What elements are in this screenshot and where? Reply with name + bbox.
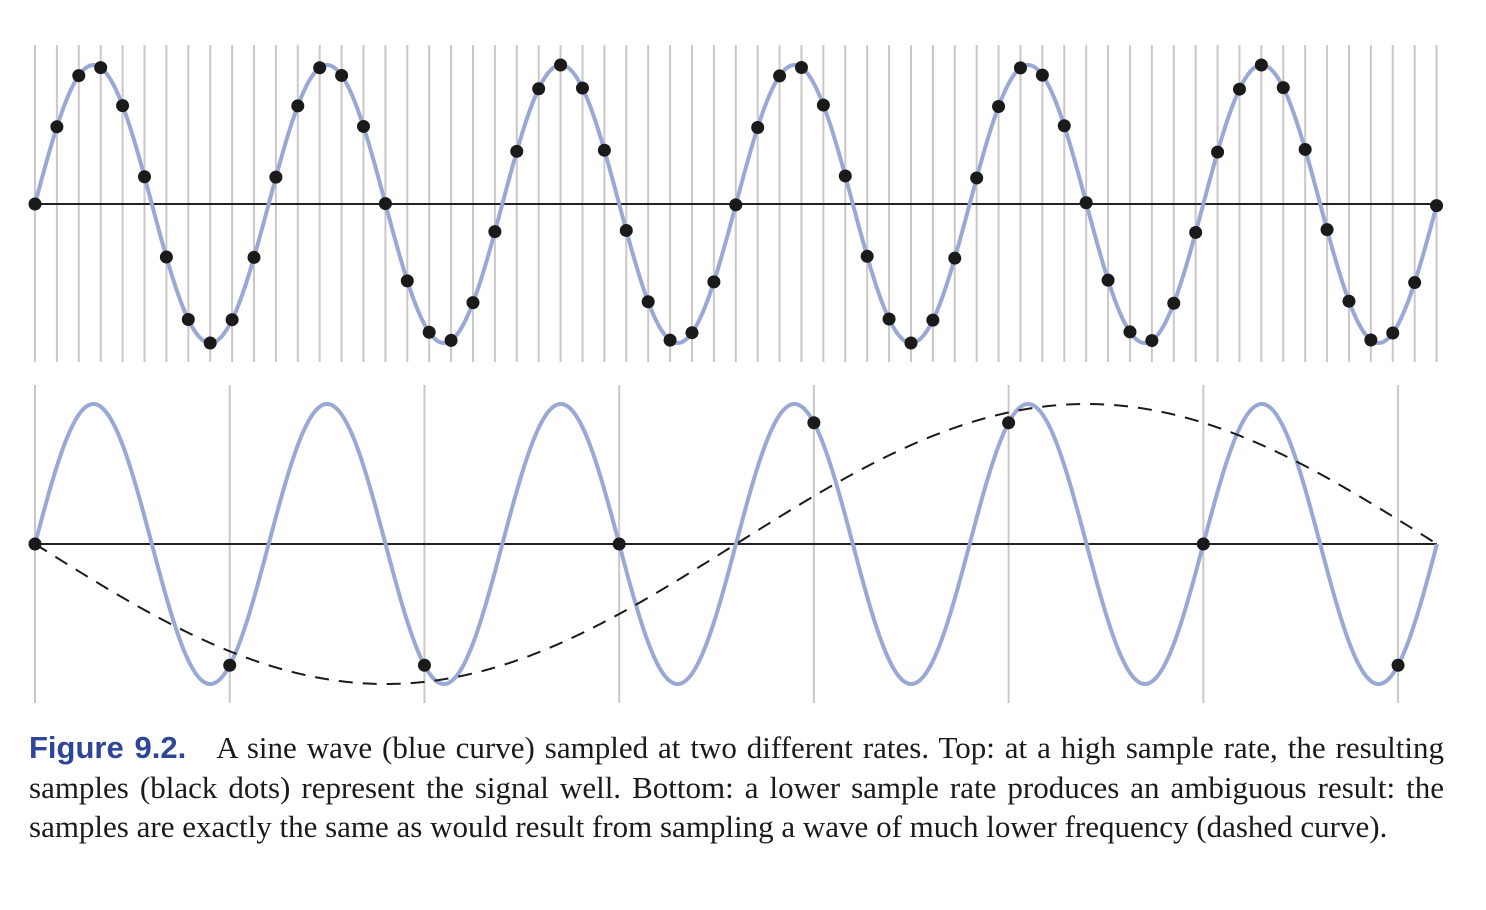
sample-dot — [466, 296, 480, 310]
bottom-panel — [28, 385, 1439, 703]
sample-dot — [707, 275, 721, 289]
sample-dot — [417, 658, 431, 672]
sample-dot — [223, 658, 237, 672]
sample-dot — [356, 119, 370, 133]
sample-dot — [510, 144, 524, 158]
sample-dot — [335, 68, 349, 82]
sample-dot — [1079, 196, 1093, 210]
sample-dot — [1013, 61, 1027, 75]
sample-dot — [904, 336, 918, 350]
sample-dot — [751, 120, 765, 134]
sample-dot — [1189, 225, 1203, 239]
sample-dot — [225, 313, 239, 327]
top-panel — [28, 45, 1444, 362]
sample-dot — [729, 198, 743, 212]
sample-dot — [992, 100, 1006, 114]
sample-dot — [1167, 296, 1181, 310]
sample-dot — [1320, 223, 1334, 237]
sample-dot — [137, 170, 151, 184]
sample-dot — [488, 225, 502, 239]
sample-dot — [313, 61, 327, 75]
sample-dot — [1408, 276, 1422, 290]
sample-dot — [807, 416, 821, 430]
figure-label: Figure 9.2. — [29, 730, 187, 765]
sample-dot — [663, 333, 677, 347]
sample-dot — [50, 120, 64, 134]
sample-dot — [378, 197, 392, 211]
sample-dot — [970, 171, 984, 185]
sample-dot — [1364, 333, 1378, 347]
top-sample-dots — [28, 58, 1444, 350]
sample-dot — [1196, 537, 1210, 551]
sample-dot — [1342, 294, 1356, 308]
sample-dot — [1391, 658, 1405, 672]
sample-dot — [28, 537, 42, 551]
sample-dot — [1276, 81, 1290, 95]
sample-dot — [1232, 82, 1246, 96]
sample-dot — [159, 250, 173, 264]
sample-dot — [291, 99, 305, 113]
bottom-sample-dots — [28, 416, 1405, 672]
sample-dot — [1101, 273, 1115, 287]
sample-dot — [882, 312, 896, 326]
sample-dot — [422, 325, 436, 339]
sample-dot — [1254, 58, 1268, 72]
sample-dot — [575, 81, 589, 95]
sample-dot — [444, 333, 458, 347]
sample-dot — [94, 61, 108, 75]
sample-dot — [269, 170, 283, 184]
sample-dot — [838, 169, 852, 183]
sample-dot — [641, 295, 655, 309]
sample-dot — [1145, 334, 1159, 348]
sample-dot — [685, 326, 699, 340]
sample-dot — [116, 99, 130, 113]
sample-dot — [203, 336, 217, 350]
sample-dot — [619, 223, 633, 237]
sample-dot — [181, 312, 195, 326]
sample-dot — [773, 69, 787, 83]
sample-dot — [794, 60, 808, 74]
sample-dot — [1002, 416, 1016, 430]
figure-caption: Figure 9.2. A sine wave (blue curve) samp… — [29, 728, 1444, 847]
sample-dot — [72, 69, 86, 83]
caption-text: A sine wave (blue curve) sampled at two … — [29, 730, 1445, 844]
sample-dot — [554, 58, 568, 72]
sample-dot — [28, 197, 42, 211]
sample-dot — [247, 250, 261, 264]
sample-dot — [612, 537, 626, 551]
sample-dot — [1298, 142, 1312, 156]
sample-dot — [597, 143, 611, 157]
sample-dot — [1123, 325, 1137, 339]
sample-dot — [860, 249, 874, 263]
sample-dot — [532, 82, 546, 96]
sample-dot — [1430, 199, 1444, 213]
sample-dot — [1057, 119, 1071, 133]
sampling-figure — [28, 45, 1444, 703]
sample-dot — [1035, 68, 1049, 82]
sample-dot — [948, 251, 962, 265]
sample-dot — [816, 98, 830, 112]
sample-dot — [400, 274, 414, 288]
sample-dot — [1386, 326, 1400, 340]
sample-dot — [926, 313, 940, 327]
sample-dot — [1211, 145, 1225, 159]
